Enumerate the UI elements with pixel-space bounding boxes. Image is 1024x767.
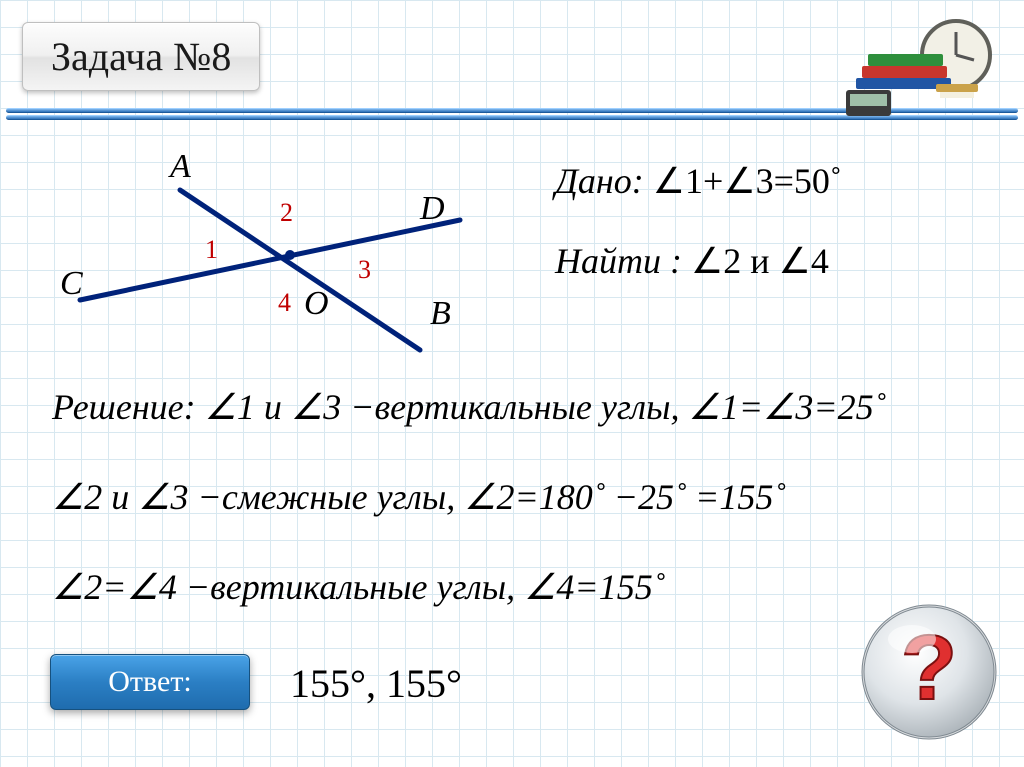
angle-2: 2	[280, 198, 293, 228]
given-line: Дано: ∠1+∠3=50˚	[555, 160, 842, 202]
slide-content: Задача №8 A D C B O 1 2 3 4 Дано: ∠1+	[0, 0, 1024, 767]
angle-3: 3	[358, 255, 371, 285]
title-box: Задача №8	[22, 22, 260, 91]
label-C: C	[60, 265, 83, 303]
label-D: D	[420, 190, 445, 228]
diagram-svg	[60, 160, 480, 360]
angle-1: 1	[205, 235, 218, 265]
question-mark-icon: ?	[854, 597, 1004, 747]
angle-4: 4	[278, 288, 291, 318]
books-clock-icon	[826, 10, 1006, 120]
solution-line-2: ∠2 и ∠3 −смежные углы, ∠2=180˚ −25˚ =155…	[52, 476, 785, 518]
find-expr: ∠2 и ∠4	[691, 241, 829, 281]
label-A: A	[170, 148, 191, 186]
label-O: O	[304, 285, 329, 323]
find-line: Найти : ∠2 и ∠4	[555, 240, 829, 282]
line-CD	[80, 220, 460, 300]
solution-line-1: Решение: ∠1 и ∠3 −вертикальные углы, ∠1=…	[52, 386, 886, 428]
label-B: B	[430, 295, 451, 333]
answer-label: Ответ:	[108, 665, 192, 699]
given-prefix: Дано	[555, 161, 632, 201]
answer-value: 155°, 155°	[290, 660, 462, 707]
answer-button[interactable]: Ответ:	[50, 654, 250, 710]
solution-line-3: ∠2=∠4 −вертикальные углы, ∠4=155˚	[52, 566, 665, 608]
title-text: Задача №8	[51, 34, 231, 79]
angle-diagram: A D C B O 1 2 3 4	[60, 160, 480, 360]
point-O	[285, 250, 295, 260]
given-expr: ∠1+∠3=50˚	[653, 161, 842, 201]
find-prefix: Найти	[555, 241, 661, 281]
